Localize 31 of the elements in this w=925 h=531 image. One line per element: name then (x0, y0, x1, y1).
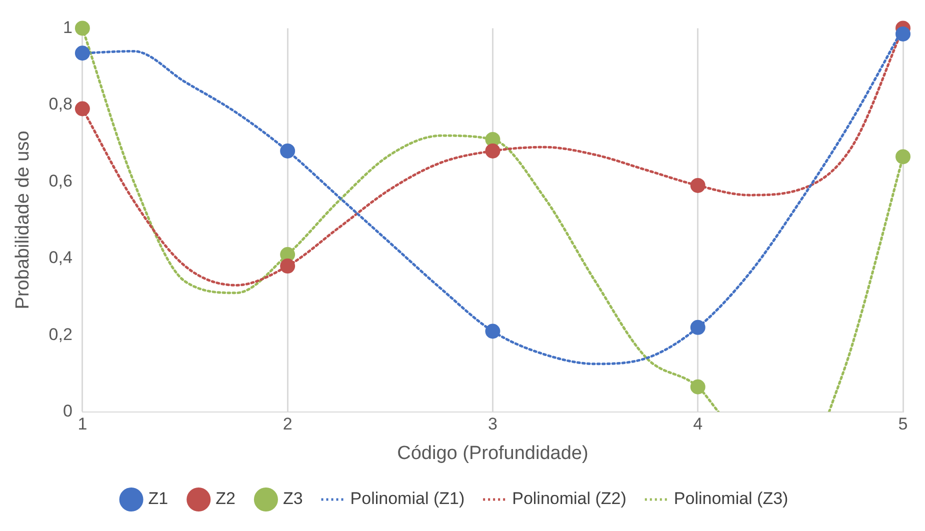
legend-label: Polinomial (Z2) (512, 489, 626, 508)
y-tick-label: 1 (62, 18, 72, 37)
y-tick-label: 0,4 (48, 248, 72, 268)
x-axis-title: Código (Profundidade) (397, 442, 588, 464)
point (896, 149, 910, 164)
point (74, 20, 90, 36)
point (690, 379, 706, 394)
point (485, 143, 500, 158)
legend-label: Z3 (282, 489, 303, 508)
x-tick-label: 4 (693, 414, 703, 434)
point (690, 178, 706, 193)
legend-label: Polinomial (Z3) (674, 489, 788, 508)
x-tick-label: 3 (488, 414, 498, 434)
legend-label: Polinomial (Z1) (350, 489, 465, 508)
x-tick-label: 2 (282, 414, 292, 434)
x-tick-label: 1 (78, 414, 88, 434)
y-tick-label: 0,8 (48, 94, 72, 114)
point (280, 143, 296, 158)
y-tick-label: 0 (62, 401, 72, 420)
x-tick-label: 5 (898, 414, 908, 434)
point (280, 258, 296, 274)
point (74, 101, 90, 116)
point (485, 324, 500, 339)
point (896, 26, 910, 42)
y-axis-title: Probabilidade de uso (12, 130, 34, 310)
point (74, 46, 90, 61)
legend-label: Z1 (148, 489, 168, 508)
point (690, 320, 706, 335)
y-tick-label: 0,2 (48, 324, 72, 344)
y-tick-label: 0,6 (48, 171, 72, 190)
legend-label: Z2 (216, 489, 236, 508)
